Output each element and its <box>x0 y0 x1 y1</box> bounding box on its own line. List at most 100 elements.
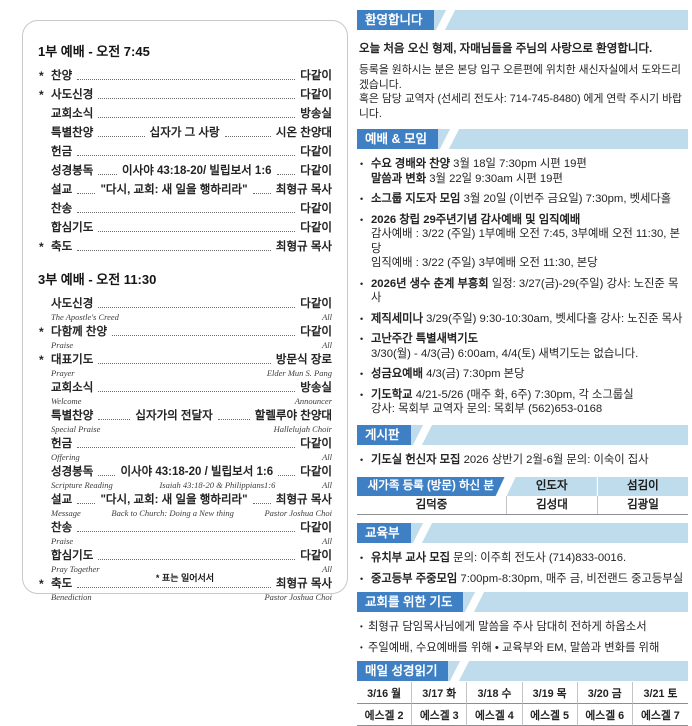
welcome-greeting: 오늘 처음 오신 형제, 자매님들을 주님의 사랑으로 환영합니다. <box>359 43 653 55</box>
order-item-person: 최형규 목사 <box>275 241 332 253</box>
service-row-english: Benediction Pastor Joshua Choi <box>51 592 332 602</box>
announcement-item: • 기도학교 4/21-5/26 (매주 화, 6주) 7:30pm, 각 소그… <box>359 388 688 417</box>
service-row: * 대표기도 방문식 장로 Prayer Elder Mun S. Pang <box>38 353 332 378</box>
bullet-icon: • <box>360 313 364 324</box>
service-row-main: 헌금 다같이 <box>51 145 332 159</box>
service-row: * 축도 최형규 목사 <box>38 240 332 254</box>
education-list: • 유치부 교사 모집 문의: 이주희 전도사 (714)833-0016. •… <box>359 551 688 586</box>
reading-date-cell: 3/21 토 <box>632 682 688 704</box>
dotted-leader <box>98 419 131 420</box>
order-item-detail: 십자가 그 사랑 <box>149 127 220 139</box>
service-row: 찬송 다같이 <box>38 202 332 216</box>
announcement-lines: 성금요예배 4/3(금) 7:30pm 본당 <box>371 367 524 382</box>
service-row-main: * 대표기도 방문식 장로 <box>39 353 332 367</box>
service-row: 합심기도 다같이 <box>38 221 332 235</box>
order-item-label-en: Welcome <box>51 396 82 406</box>
dotted-leader <box>98 307 296 308</box>
reading-passage-cell: 에스겔 2 <box>357 704 413 726</box>
order-item-person: 방송실 <box>300 108 332 120</box>
service-row-main: 합심기도 다같이 <box>51 221 332 235</box>
service-row-main: 특별찬양 십자가의 전달자 할렐루야 찬양대 <box>51 409 332 423</box>
announcement-lines: 2026 창립 29주년기념 감사예배 및 임직예배 감사예배 : 3/22 (주… <box>371 213 688 271</box>
services: 1부 예배 - 오전 7:45 * 찬양 다같이 * 사도신경 다같이 교회소식 <box>38 41 332 602</box>
service-row: * 찬양 다같이 <box>38 69 332 83</box>
order-item-person: 다같이 <box>300 146 332 158</box>
bullet-icon: • <box>360 454 364 465</box>
order-item-label: 축도 <box>51 578 73 590</box>
service-row: 헌금 다같이 <box>38 145 332 159</box>
order-item-person: 다같이 <box>300 298 332 310</box>
newcomer-guide: 김성대 <box>505 496 597 514</box>
service-row-main: * 축도 최형규 목사 <box>39 240 332 254</box>
order-item-detail-en <box>73 340 322 350</box>
bullet-icon: • <box>360 389 364 400</box>
order-item-detail-en <box>81 396 294 406</box>
order-item-label-en: Benediction <box>51 592 92 602</box>
service-rows: * 찬양 다같이 * 사도신경 다같이 교회소식 방송실 <box>38 69 332 254</box>
newcomer-col-helper: 섬김이 <box>597 477 688 496</box>
order-item-label: 특별찬양 <box>51 127 94 139</box>
bullet-icon: • <box>360 573 364 584</box>
order-item-label: 축도 <box>51 241 73 253</box>
header-slash-decoration <box>412 523 432 543</box>
standing-asterisk: * <box>39 325 44 339</box>
announcement-line: 소그룹 지도자 모임 3월 20일 (이번주 금요일) 7:30pm, 벳세다홀 <box>371 193 672 205</box>
service-title: 1부 예배 - 오전 7:45 <box>38 44 150 59</box>
dotted-leader <box>98 559 296 560</box>
announcement-item: • 주일예배, 수요예배를 위해 • 교육부와 EM, 말씀과 변화를 위해 <box>359 641 688 656</box>
order-item-detail: 이사야 43:18-20/ 빌립보서 1:6 <box>122 165 272 177</box>
service-row-main: 설교 "다시, 교회: 새 일을 행하리라" 최형규 목사 <box>51 493 332 507</box>
order-item-label-en: The Apostle's Creed <box>51 312 119 322</box>
order-item-label: 성경봉독 <box>51 165 94 177</box>
announcement-lines: 유치부 교사 모집 문의: 이주희 전도사 (714)833-0016. <box>371 551 626 566</box>
order-item-person: 다같이 <box>300 70 332 82</box>
order-item-person-en: Hallelujah Choir <box>273 424 332 434</box>
standing-asterisk: * <box>39 69 44 83</box>
dotted-leader <box>98 117 296 118</box>
header-slash-decoration <box>439 129 460 149</box>
order-item-person: 다같이 <box>300 438 332 450</box>
order-item-person: 다같이 <box>300 165 333 177</box>
reading-date-cell: 3/18 수 <box>467 682 523 704</box>
order-item-person: 다같이 <box>300 522 332 534</box>
standing-asterisk: * <box>39 353 44 367</box>
service-row: 교회소식 방송실 <box>38 107 332 121</box>
service-row: * 사도신경 다같이 <box>38 88 332 102</box>
service-row-main: * 다함께 찬양 다같이 <box>39 325 332 339</box>
order-item-detail: "다시, 교회: 새 일을 행하리라" <box>100 184 248 196</box>
dotted-leader <box>77 212 296 213</box>
dotted-leader <box>252 193 271 194</box>
order-item-label: 교회소식 <box>51 108 94 120</box>
dotted-leader <box>77 447 296 448</box>
service-row-english: Scripture Reading Isaiah 43:18-20 & Phil… <box>51 480 332 490</box>
dotted-leader <box>278 475 296 476</box>
service-row-english: Praise All <box>51 340 332 350</box>
newcomer-table-row: 김덕중 김성대 김광일 <box>357 496 688 515</box>
reading-date-cell: 3/20 금 <box>577 682 633 704</box>
bullet-icon: • <box>360 622 363 631</box>
announcement-lines: 제직세미나 3/29(주일) 9:30-10:30am, 벳세다홀 강사: 노진… <box>371 312 682 327</box>
order-item-detail: 십자가의 전달자 <box>135 410 213 422</box>
dotted-leader <box>252 503 271 504</box>
section-header-daily-reading: 매일 성경읽기 <box>357 661 688 681</box>
announcement-item: • 최형규 담임목사님에게 말씀을 주사 담대히 전하게 하옵소서 <box>359 620 688 635</box>
service-row: 특별찬양 십자가의 전달자 할렐루야 찬양대 Special Praise Ha… <box>38 409 332 434</box>
reading-passage-cell: 에스겔 7 <box>632 704 688 726</box>
service-row-english: Message Back to Church: Doing a New thin… <box>51 508 332 518</box>
newcomer-table-header: 새가족 등록 (방문) 하신 분 인도자 섬김이 <box>357 477 688 496</box>
standing-footnote: * 표는 일어서서 <box>155 573 215 583</box>
board-list: • 기도실 헌신자 모집 2026 상반기 2월-6월 문의: 이숙이 집사 <box>359 453 688 468</box>
service-row-english: Welcome Announcer <box>51 396 332 406</box>
service-row-main: 교회소식 방송실 <box>51 107 332 121</box>
announcement-line: 강사: 목회부 교역자 문의: 목회부 (562)653-0168 <box>371 403 603 415</box>
header-slash-decoration <box>450 661 470 681</box>
section-title: 예배 & 모임 <box>357 129 438 149</box>
order-item-label: 설교 <box>51 494 73 506</box>
order-item-label: 합심기도 <box>51 550 94 562</box>
welcome-info: 등록을 원하시는 분은 본당 입구 오른편에 위치한 새신자실에서 도와드리겠습… <box>359 63 686 121</box>
announcement-line: 수요 경배와 찬양 3월 18일 7:30pm 시편 19편 <box>371 158 587 170</box>
bullet-icon: • <box>360 214 364 225</box>
service-row-main: * 축도 최형규 목사 <box>39 577 332 591</box>
announcement-line: 2026년 생수 춘계 부흥회 일정: 3/27(금)-29(주일) 강사: 노… <box>371 277 679 305</box>
service-row: 성경봉독 이사야 43:18-20 / 빌립보서 1:6 다같이 Scriptu… <box>38 465 332 490</box>
